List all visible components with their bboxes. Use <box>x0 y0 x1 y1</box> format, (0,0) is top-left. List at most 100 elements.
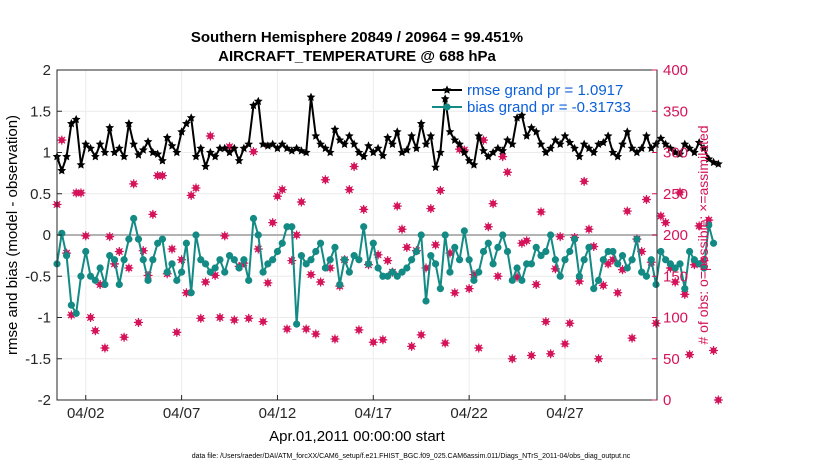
obs-marker-stroke <box>187 191 195 200</box>
rmse-point <box>546 143 555 153</box>
obs-marker-stroke <box>642 195 651 204</box>
left-tick-label: 2 <box>43 62 51 79</box>
obs-assimilated-marker <box>713 395 723 405</box>
obs-assimilated-marker <box>440 338 450 348</box>
obs-assimilated-marker <box>100 343 110 353</box>
bias-point <box>225 252 234 260</box>
bias-point <box>681 285 689 293</box>
rmse-point <box>311 131 321 140</box>
rmse-point <box>464 156 474 165</box>
bias-point <box>216 256 224 264</box>
rmse-point <box>632 147 642 157</box>
rmse-point <box>287 146 297 155</box>
bias-point <box>374 264 382 272</box>
obs-marker-stroke <box>360 205 368 214</box>
obs-assimilated-marker <box>450 288 460 298</box>
legend-rmse-label: rmse grand pr = 1.0917 <box>467 82 623 99</box>
bias-point <box>508 276 516 284</box>
x-axis-label: Apr.01,2011 00:00:00 start <box>269 428 446 445</box>
obs-assimilated-marker <box>306 270 316 280</box>
bias-point <box>259 268 267 276</box>
bias-point <box>302 260 310 268</box>
obs-assimilated-marker <box>215 313 225 322</box>
obs-marker-stroke <box>278 186 286 194</box>
rmse-point <box>86 143 95 153</box>
rmse-point <box>220 143 230 153</box>
rmse-point <box>316 139 325 148</box>
obs-marker-stroke <box>134 318 143 327</box>
bias-point <box>326 256 334 264</box>
bias-point <box>542 247 550 256</box>
obs-assimilated-marker <box>656 211 666 221</box>
obs-marker-stroke <box>350 162 358 171</box>
rmse-point <box>143 137 153 146</box>
obs-markers <box>52 131 723 405</box>
rmse-point <box>536 139 546 148</box>
obs-assimilated-marker <box>81 231 91 241</box>
bias-point <box>479 247 488 256</box>
rmse-point <box>613 152 623 161</box>
obs-marker-stroke <box>225 143 234 151</box>
bias-point <box>532 243 540 251</box>
obs-assimilated-marker <box>622 206 632 216</box>
rmse-point <box>344 131 354 140</box>
rmse-point <box>225 147 234 157</box>
bias-point <box>178 268 186 276</box>
legend-bias-label: bias grand pr = -0.31733 <box>467 99 631 116</box>
bias-point <box>206 268 214 276</box>
rmse-point <box>479 146 488 155</box>
rmse-point <box>622 127 632 136</box>
rmse-point <box>579 139 589 148</box>
obs-marker-stroke <box>292 231 301 239</box>
bias-point <box>240 256 248 264</box>
bias-point <box>149 256 157 264</box>
left-tick-label: 0.5 <box>30 186 51 203</box>
rmse-point <box>253 96 263 106</box>
obs-assimilated-marker <box>536 207 546 217</box>
bias-point <box>590 285 598 293</box>
rmse-point <box>321 143 330 153</box>
right-tick-label: 100 <box>663 310 688 327</box>
bias-point <box>662 256 670 264</box>
obs-marker-stroke <box>662 219 670 227</box>
obs-marker-stroke <box>556 233 564 241</box>
rmse-point <box>62 152 71 161</box>
obs-assimilated-marker <box>488 199 498 209</box>
bias-point <box>647 256 655 264</box>
bias-point <box>288 223 296 231</box>
bias-point <box>499 231 507 239</box>
obs-marker-stroke <box>101 344 109 352</box>
obs-assimilated-marker <box>598 280 608 290</box>
obs-assimilated-marker <box>157 171 167 181</box>
bias-point <box>623 264 631 272</box>
obs-assimilated-marker <box>407 341 417 351</box>
obs-assimilated-marker <box>502 167 512 177</box>
bias-point <box>575 272 583 280</box>
rmse-point <box>589 147 599 157</box>
bias-point <box>460 227 468 235</box>
rmse-point <box>205 147 215 157</box>
rmse-point <box>158 156 167 165</box>
rmse-point <box>527 123 536 132</box>
bias-point <box>676 260 684 268</box>
rmse-point <box>354 147 364 157</box>
obs-marker-stroke <box>681 290 689 299</box>
bias-point <box>561 256 569 264</box>
bias-point <box>316 239 325 247</box>
bias-point <box>134 235 143 243</box>
rmse-point <box>512 113 522 122</box>
obs-assimilated-marker <box>661 218 671 228</box>
rmse-point <box>570 143 579 153</box>
rmse-point <box>129 139 139 148</box>
obs-marker-stroke <box>91 327 99 335</box>
x-tick-label: 04/27 <box>546 405 584 422</box>
obs-marker-stroke <box>527 351 536 360</box>
bias-point <box>503 247 512 256</box>
bias-point <box>163 268 171 276</box>
bias-point <box>110 256 119 264</box>
bias-point <box>154 239 162 247</box>
rmse-point <box>186 113 196 122</box>
obs-assimilated-marker <box>86 313 96 322</box>
rmse-point <box>555 139 565 148</box>
obs-assimilated-marker <box>196 313 206 323</box>
